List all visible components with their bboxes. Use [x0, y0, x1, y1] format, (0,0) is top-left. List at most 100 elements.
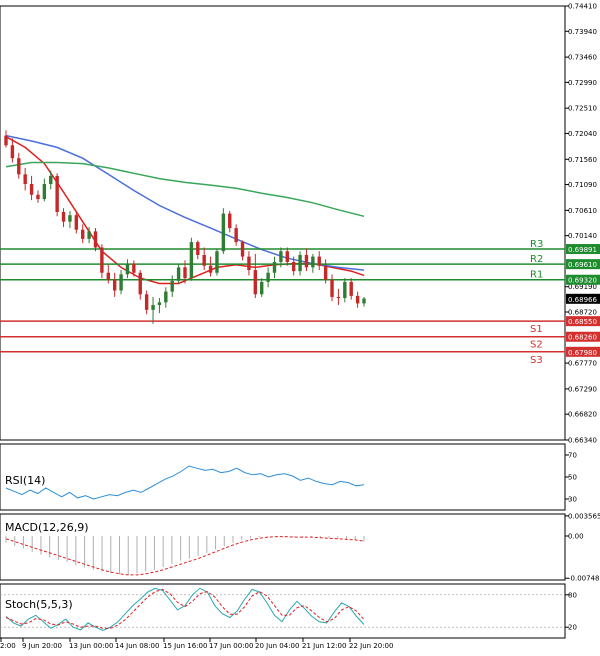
candle-body: [176, 267, 181, 281]
macd-pane: MACD(12,26,9) 0.003565 0.00 -0.007482: [0, 512, 600, 583]
candle: [228, 210, 232, 233]
candle: [151, 296, 155, 324]
candle: [202, 247, 206, 271]
level-tag-s3: 0.67980: [568, 349, 597, 357]
candle-body: [291, 261, 296, 272]
price-tick-label: 0.72990: [568, 79, 597, 87]
price-tick-label: 0.68720: [568, 309, 597, 317]
candle: [125, 259, 130, 279]
time-tick-label: 9 Jun 20:00: [22, 642, 62, 650]
candle-body: [138, 272, 142, 295]
time-tick-label: 20 Jun 04:00: [255, 642, 299, 650]
candle-body: [119, 274, 123, 291]
candle: [266, 267, 270, 288]
candle: [208, 256, 213, 277]
candle-body: [247, 256, 251, 271]
candle-body: [253, 270, 258, 295]
price-tick-label: 0.71090: [568, 181, 597, 189]
level-tag-box-r3: [566, 244, 600, 255]
candle: [240, 240, 245, 261]
candle: [81, 224, 85, 244]
candle: [49, 170, 53, 190]
price-tick-label: 0.67290: [568, 385, 597, 393]
ma-mid-line: [5, 134, 365, 271]
candle: [285, 247, 289, 266]
macd-tick-label: 0.003565: [568, 512, 600, 520]
price-tick-label: 0.67770: [568, 360, 597, 368]
candle-body: [23, 174, 27, 185]
time-tick-label: 22 Jun 20:00: [349, 642, 393, 650]
candle-body: [336, 296, 341, 299]
level-name-r1: R1: [530, 270, 543, 281]
current-price-tag: 0.68966: [566, 293, 600, 304]
candle-body: [285, 251, 289, 262]
price-tick-label: 0.73940: [568, 28, 597, 36]
level-tag-r1: 0.69320: [568, 277, 597, 285]
candle-body: [10, 145, 15, 159]
stoch-signal-line: [5, 588, 365, 629]
candle: [132, 260, 136, 277]
candle: [42, 178, 47, 202]
level-name-r3: R3: [530, 239, 543, 250]
price-tick-label: 0.73460: [568, 54, 597, 62]
candle-body: [330, 279, 334, 297]
candle: [87, 227, 91, 244]
candle-body: [100, 247, 104, 273]
candle-body: [304, 254, 309, 268]
candle-body: [240, 242, 245, 257]
current-price-box: [566, 293, 600, 304]
rsi-line: [5, 465, 365, 500]
stoch-tick-label: 80: [568, 591, 577, 599]
candle: [298, 251, 302, 276]
time-tick-label: 14 Jun 08:00: [115, 642, 159, 650]
stoch-pane-frame: [0, 583, 566, 639]
price-tick-label: 0.66340: [568, 437, 597, 445]
candle-body: [36, 194, 40, 200]
candle: [23, 167, 27, 191]
rsi-title: RSI(14): [5, 474, 45, 487]
candle: [10, 138, 15, 163]
candle-body: [4, 135, 8, 146]
candle-body: [196, 242, 200, 255]
rsi-tick-label: 50: [568, 474, 577, 482]
level-tag-r2: 0.69610: [568, 261, 597, 269]
candle-body: [260, 281, 264, 295]
level-tag-box-r1: [566, 274, 600, 285]
candle: [349, 278, 353, 300]
candle-body: [151, 305, 155, 310]
candle: [119, 270, 123, 295]
stoch-lines: [5, 587, 365, 631]
candle: [343, 278, 347, 303]
rsi-series-line: [5, 465, 365, 500]
candle-body: [61, 211, 66, 222]
stoch-axis: 80 20: [0, 591, 577, 632]
candle-body: [157, 302, 162, 306]
candle: [100, 244, 104, 279]
candle-body: [349, 281, 353, 296]
candle: [323, 259, 328, 284]
level-tag-box-r2: [566, 259, 600, 270]
candle-body: [144, 294, 149, 310]
candle-body: [29, 184, 34, 195]
candle: [336, 288, 341, 306]
current-price-label: 0.68966: [568, 296, 597, 304]
level-tag-s2: 0.68260: [568, 334, 597, 342]
support-resistance-names: R3 R2 R1 S1 S2 S3: [530, 239, 543, 366]
time-tick-label: 2:00: [0, 642, 16, 650]
candle: [112, 272, 117, 297]
candle: [29, 175, 34, 201]
price-tick-label: 0.66820: [568, 411, 597, 419]
candle-body: [189, 242, 194, 279]
candle: [247, 251, 251, 276]
candle-body: [55, 175, 59, 212]
candle: [291, 256, 296, 276]
level-tag-r3: 0.69891: [568, 246, 597, 254]
macd-axis: 0.003565 0.00 -0.007482: [565, 512, 600, 583]
price-tick-label: 0.72040: [568, 130, 597, 138]
candle-body: [125, 263, 130, 275]
ma-slow-line: [5, 161, 365, 218]
price-pane: R3 R2 R1 S1 S2 S3 0.74410 0.73940 0.73460 0.7299…: [0, 3, 600, 445]
candle-body: [298, 254, 302, 272]
candle: [304, 248, 309, 272]
